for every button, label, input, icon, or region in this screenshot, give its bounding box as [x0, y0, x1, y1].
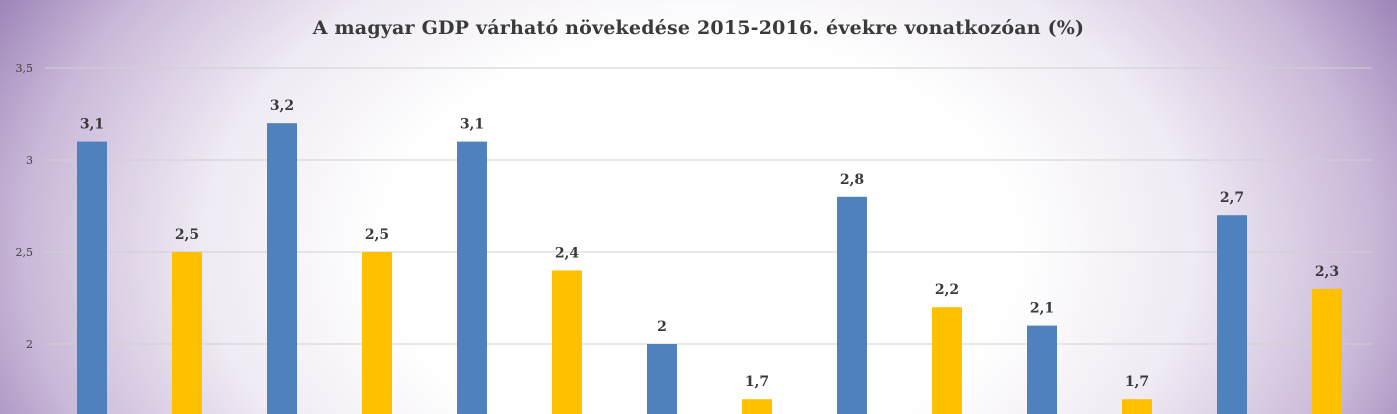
data-label: 2,3 — [1315, 264, 1339, 280]
bar — [1122, 399, 1152, 414]
data-label: 2 — [657, 319, 667, 335]
data-label: 2,4 — [555, 245, 580, 261]
y-tick-label: 2,5 — [16, 246, 34, 259]
data-label: 2,2 — [935, 282, 959, 298]
data-label: 2,5 — [365, 227, 389, 243]
data-label: 3,1 — [80, 117, 104, 133]
data-label: 3,1 — [460, 117, 484, 133]
bar — [837, 196, 867, 414]
bar — [932, 307, 962, 414]
bar — [647, 344, 677, 414]
bar — [742, 399, 772, 414]
y-tick-label: 2 — [26, 338, 33, 351]
data-label: 3,2 — [270, 98, 294, 114]
bar — [1312, 288, 1342, 414]
bar — [362, 252, 392, 414]
data-label: 2,1 — [1030, 301, 1054, 317]
data-label: 2,5 — [175, 227, 199, 243]
bar — [267, 123, 297, 414]
bar — [172, 252, 202, 414]
data-label: 1,7 — [745, 374, 769, 390]
data-label: 1,7 — [1125, 374, 1149, 390]
chart-title: A magyar GDP várható növekedése 2015-201… — [312, 17, 1085, 39]
bar — [77, 141, 107, 414]
y-tick-label: 3,5 — [16, 62, 34, 75]
data-label: 2,8 — [840, 172, 864, 188]
y-tick-label: 3 — [26, 154, 33, 167]
bar — [552, 270, 582, 414]
bar — [457, 141, 487, 414]
bar — [1027, 325, 1057, 414]
data-label: 2,7 — [1220, 190, 1244, 206]
bar — [1217, 215, 1247, 414]
